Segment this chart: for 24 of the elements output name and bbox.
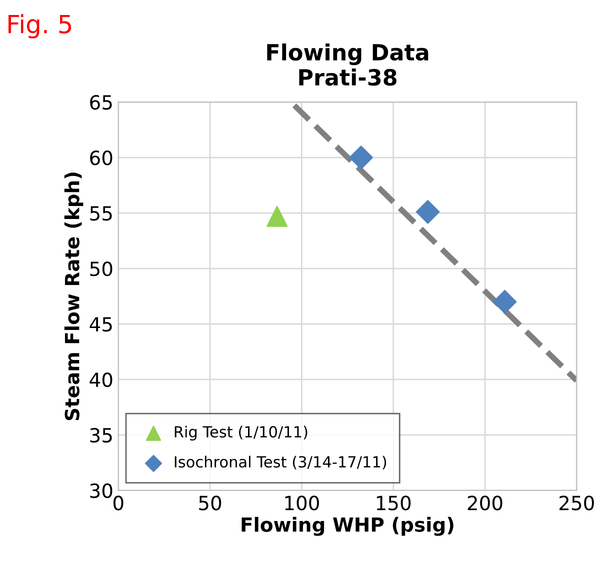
y-tick-label: 45 bbox=[90, 317, 112, 332]
y-axis-title: Steam Flow Rate (kph) bbox=[64, 172, 84, 420]
x-tick-label: 150 bbox=[376, 496, 411, 510]
legend-label: Isochronal Test (3/14-17/11) bbox=[174, 456, 386, 470]
point bbox=[266, 206, 288, 227]
caption: Fig. 5 bbox=[8, 14, 72, 38]
y-tick-label: 30 bbox=[90, 483, 112, 498]
point bbox=[416, 200, 440, 224]
y-tick-label: 55 bbox=[90, 206, 112, 221]
x-tick-label: 0 bbox=[113, 496, 124, 510]
y-tick-label: 65 bbox=[90, 95, 112, 110]
point bbox=[349, 146, 373, 170]
x-tick-label: 50 bbox=[199, 496, 222, 510]
y-tick-label: 35 bbox=[90, 428, 112, 443]
x-tick-label: 100 bbox=[285, 496, 319, 510]
x-tick-label: 250 bbox=[560, 496, 594, 510]
y-tick-label: 40 bbox=[90, 372, 112, 388]
x-axis-title: Flowing WHP (psig) bbox=[242, 516, 454, 536]
y-tick-label: 60 bbox=[90, 150, 112, 166]
chart-title: Flowing Data Prati-38 bbox=[267, 43, 428, 86]
point bbox=[492, 290, 517, 314]
legend-label: Rig Test (1/10/11) bbox=[174, 426, 308, 441]
x-tick-label: 200 bbox=[468, 496, 502, 510]
y-tick-label: 50 bbox=[90, 261, 112, 276]
